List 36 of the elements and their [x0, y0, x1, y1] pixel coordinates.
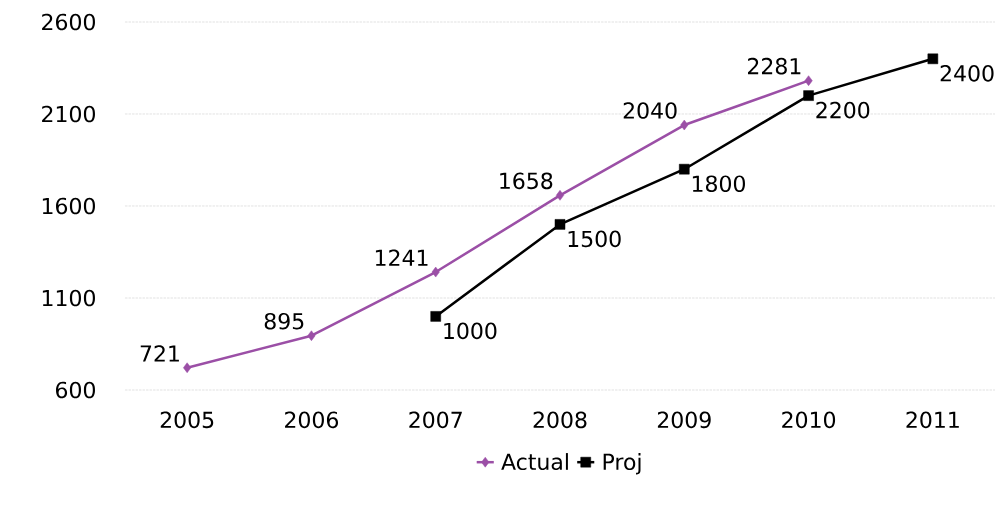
data-label: 2200 — [816, 101, 870, 119]
point — [679, 163, 690, 175]
x-tick-label: 2006 — [285, 411, 339, 429]
data-label: 721 — [140, 345, 179, 362]
y-tick-label: 2100 — [42, 105, 95, 123]
x-tick-label: 2007 — [409, 411, 462, 429]
data-label: 2281 — [748, 57, 801, 75]
point — [430, 311, 441, 322]
point — [556, 190, 564, 201]
y-tick-label: 1600 — [42, 197, 95, 215]
x-tick-label: 2008 — [533, 411, 587, 429]
y-tick-label: 600 — [56, 381, 95, 399]
point — [803, 90, 814, 101]
point — [431, 266, 440, 278]
point — [307, 330, 316, 341]
data-label: 895 — [264, 312, 304, 330]
x-tick-label: 2005 — [160, 411, 214, 429]
y-tick-label: 2600 — [42, 13, 95, 31]
data-label: 2040 — [623, 102, 677, 119]
data-label: 1000 — [444, 322, 497, 340]
data-label: 1241 — [375, 249, 428, 266]
point — [927, 53, 939, 65]
point — [680, 119, 689, 131]
data-label: 1800 — [692, 175, 745, 193]
y-tick-label: 1100 — [42, 289, 95, 307]
point — [804, 75, 813, 86]
x-tick-label: 2010 — [782, 411, 836, 429]
data-label: 2400 — [940, 65, 994, 82]
data-label: 1500 — [568, 230, 621, 248]
legend-label: Actual — [501, 453, 568, 471]
point — [183, 362, 192, 373]
point — [554, 219, 566, 230]
data-label: 1658 — [500, 172, 553, 190]
x-tick-label: 2011 — [906, 411, 959, 429]
legend-label: Proj — [603, 453, 641, 475]
x-tick-label: 2009 — [657, 411, 711, 429]
